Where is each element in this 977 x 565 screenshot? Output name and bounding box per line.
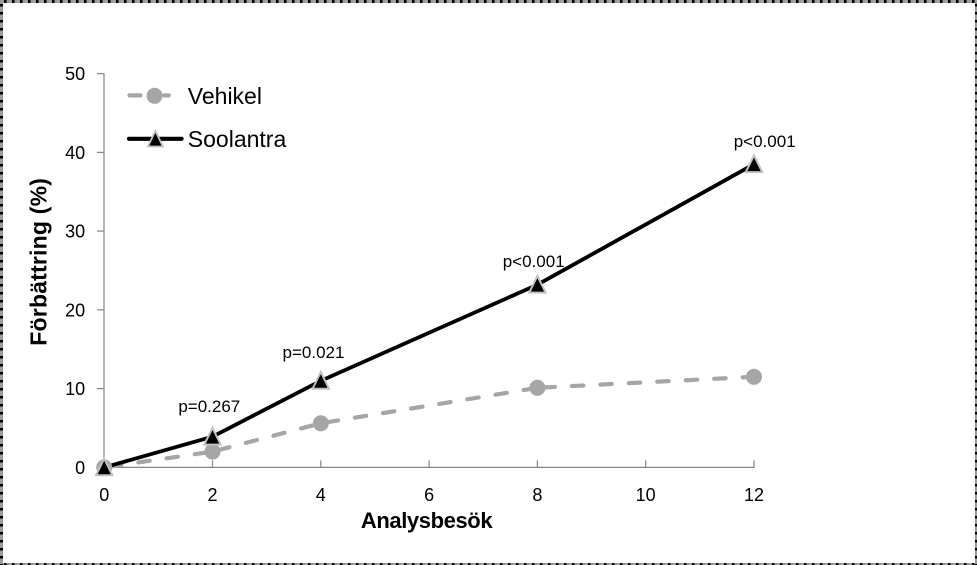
- svg-text:0: 0: [99, 485, 109, 505]
- svg-text:40: 40: [65, 143, 85, 163]
- svg-text:2: 2: [207, 485, 217, 505]
- svg-text:30: 30: [65, 222, 85, 242]
- svg-text:6: 6: [424, 485, 434, 505]
- svg-text:p<0.001: p<0.001: [734, 132, 796, 151]
- svg-text:10: 10: [65, 379, 85, 399]
- svg-text:p<0.001: p<0.001: [503, 252, 565, 271]
- svg-text:4: 4: [316, 485, 326, 505]
- svg-text:Vehikel: Vehikel: [188, 83, 262, 109]
- svg-text:50: 50: [65, 64, 85, 84]
- svg-text:8: 8: [532, 485, 542, 505]
- svg-text:12: 12: [744, 485, 764, 505]
- svg-text:10: 10: [636, 485, 656, 505]
- svg-text:Soolantra: Soolantra: [188, 126, 287, 152]
- svg-text:Förbättring (%): Förbättring (%): [26, 178, 52, 346]
- svg-text:20: 20: [65, 300, 85, 320]
- svg-text:p=0.021: p=0.021: [283, 343, 345, 362]
- svg-text:p=0.267: p=0.267: [178, 397, 240, 416]
- svg-text:Analysbesök: Analysbesök: [361, 508, 493, 533]
- svg-text:0: 0: [75, 458, 85, 478]
